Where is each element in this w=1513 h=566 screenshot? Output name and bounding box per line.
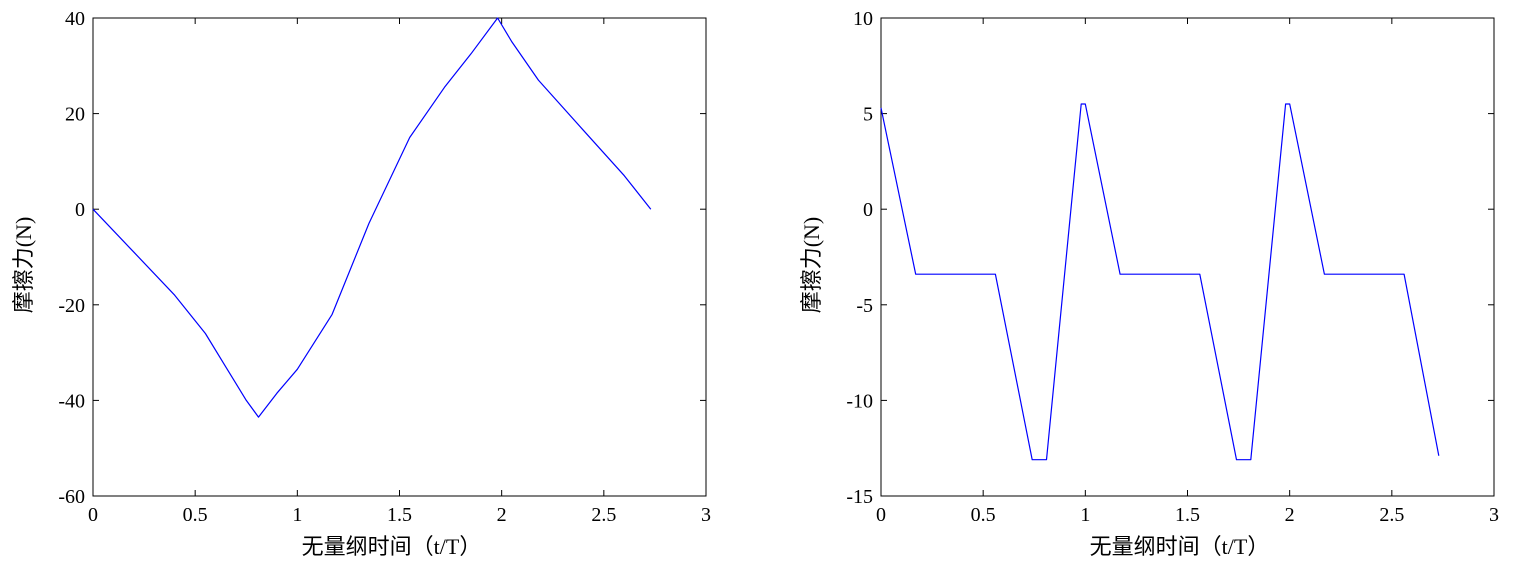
y-tick-label: -15 xyxy=(846,486,873,508)
x-tick-label: 1.5 xyxy=(1175,504,1200,526)
x-tick-label: 3 xyxy=(1489,504,1499,526)
y-tick-label: 0 xyxy=(75,199,85,221)
x-tick-label: 2.5 xyxy=(1379,504,1404,526)
x-tick-label: 0 xyxy=(88,504,98,526)
axes-frame xyxy=(880,17,1495,497)
y-tick-label: 10 xyxy=(853,8,873,30)
y-axis-label: 摩擦力(N) xyxy=(11,217,36,314)
x-tick-label: 0.5 xyxy=(183,504,208,526)
x-axis-label: 无量纲时间（t/T） xyxy=(302,534,482,559)
y-tick-label: 20 xyxy=(65,104,85,126)
x-tick-label: 1 xyxy=(292,504,302,526)
y-tick-label: -60 xyxy=(58,486,85,508)
x-tick-label: 0.5 xyxy=(971,504,996,526)
y-tick-label: -10 xyxy=(846,390,873,412)
series-line xyxy=(92,17,652,418)
axes-frame xyxy=(92,17,707,497)
x-axis-label: 无量纲时间（t/T） xyxy=(1090,534,1270,559)
x-tick-label: 1 xyxy=(1080,504,1090,526)
left-chart-panel: 0 0.5 1 1.5 2 2.5 3 -60 -40 -20 0 20 40 无量纲时间（t/T） 摩擦力… xyxy=(11,8,711,559)
y-tick-label: -40 xyxy=(58,390,85,412)
x-tick-label: 1.5 xyxy=(387,504,412,526)
x-tick-label: 2 xyxy=(1285,504,1295,526)
y-tick-label: -20 xyxy=(58,295,85,317)
x-tick-label: 2.5 xyxy=(591,504,616,526)
right-chart-panel: 0 0.5 1 1.5 2 2.5 3 -15 -10 -5 0 5 10 无量纲时间（t/T） 摩擦力(N… xyxy=(799,8,1499,559)
y-tick-label: 40 xyxy=(65,8,85,30)
x-tick-label: 2 xyxy=(497,504,507,526)
series-line xyxy=(880,103,1440,461)
y-tick-label: -5 xyxy=(856,295,873,317)
y-tick-label: 5 xyxy=(863,104,873,126)
x-tick-label: 0 xyxy=(876,504,886,526)
y-axis-label: 摩擦力(N) xyxy=(799,217,824,314)
y-tick-label: 0 xyxy=(863,199,873,221)
x-tick-label: 3 xyxy=(701,504,711,526)
